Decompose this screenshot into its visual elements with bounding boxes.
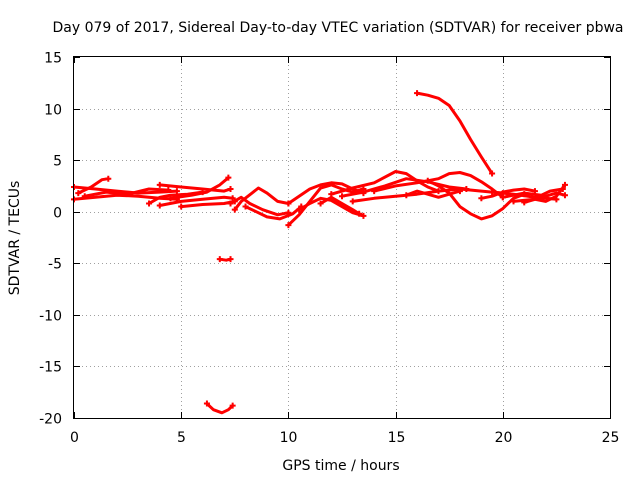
- series-point-marker: [339, 193, 345, 199]
- y-tick-label: -15: [39, 360, 62, 376]
- plot-frame: [74, 57, 611, 419]
- series-point-marker: [414, 90, 420, 96]
- series-point-marker: [478, 195, 484, 201]
- series-group: [71, 90, 568, 413]
- y-tick-label: 5: [53, 154, 62, 170]
- y-tick-label: 10: [44, 103, 62, 119]
- x-tick-label: 25: [602, 430, 620, 446]
- y-tick-label: 0: [53, 206, 62, 222]
- series-point-marker: [157, 203, 163, 209]
- chart: Day 079 of 2017, Sidereal Day-to-day VTE…: [0, 0, 640, 480]
- x-tick-label: 5: [177, 430, 186, 446]
- y-axis-label: SDTVAR / TECUs: [7, 181, 23, 296]
- series-arc-11: [207, 404, 233, 413]
- series-arc-15: [288, 185, 363, 225]
- series-point-marker: [217, 256, 223, 262]
- y-tick-label: -10: [39, 309, 62, 325]
- series-point-marker: [105, 176, 111, 182]
- series-arc-9: [181, 201, 235, 206]
- series-point-marker: [174, 188, 180, 194]
- y-tick-label: -20: [39, 412, 62, 428]
- series-point-marker: [178, 204, 184, 210]
- series-point-marker: [562, 192, 568, 198]
- x-tick-label: 20: [495, 430, 513, 446]
- x-tick-label: 0: [70, 430, 79, 446]
- x-tick-label: 15: [388, 430, 406, 446]
- series-point-marker: [157, 182, 163, 188]
- y-tick-label: -5: [48, 257, 62, 273]
- x-tick-label: 10: [280, 430, 298, 446]
- y-tick-label: 15: [44, 51, 62, 67]
- series-point-marker: [350, 198, 356, 204]
- x-axis-label: GPS time / hours: [282, 458, 399, 474]
- series-point-marker: [228, 256, 234, 262]
- series-arc-24: [417, 93, 492, 174]
- chart-title: Day 079 of 2017, Sidereal Day-to-day VTE…: [52, 20, 623, 36]
- grid: [74, 57, 610, 418]
